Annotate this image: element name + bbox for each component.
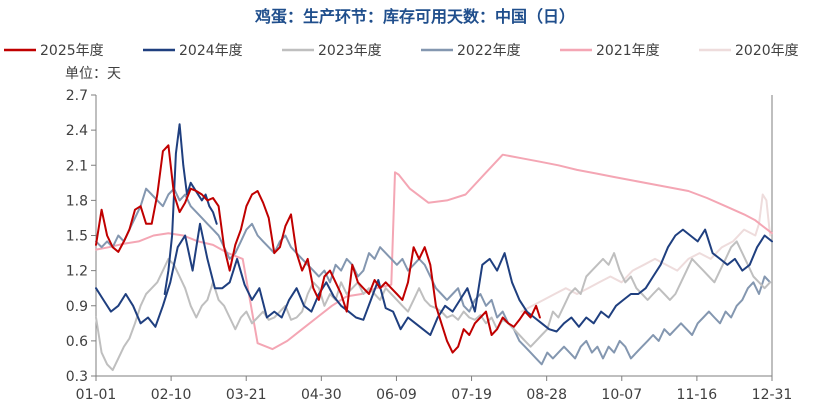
legend-label: 2022年度 <box>457 43 521 59</box>
x-tick-label: 06-09 <box>376 387 417 403</box>
x-tick-label: 02-10 <box>151 387 192 403</box>
y-tick-label: 0.3 <box>66 369 88 385</box>
x-tick-label: 12-31 <box>752 387 793 403</box>
y-tick-label: 2.4 <box>66 123 88 139</box>
y-tick-label: 0.9 <box>66 299 88 315</box>
legend-label: 2025年度 <box>40 43 104 59</box>
x-tick-label: 07-19 <box>451 387 492 403</box>
series-line-2025年度 <box>95 144 541 354</box>
series-line-2023年度 <box>95 240 772 372</box>
legend-label: 2023年度 <box>318 43 382 59</box>
legend-label: 2020年度 <box>735 43 799 59</box>
x-tick-label: 10-07 <box>601 387 642 403</box>
y-tick-label: 2.7 <box>66 88 88 104</box>
legend: 2025年度 2024年度 2023年度 2022年度 2021年度 2020年度 <box>4 43 799 59</box>
plot-area <box>95 123 773 372</box>
y-tick-label: 0.6 <box>66 334 88 350</box>
x-tick-label: 04-30 <box>301 387 342 403</box>
series-line-2021年度 <box>95 153 773 351</box>
y-tick-label: 1.5 <box>66 229 88 245</box>
legend-label: 2024年度 <box>179 43 243 59</box>
x-tick-label: 08-28 <box>526 387 567 403</box>
series-line-2024年度 <box>95 222 773 336</box>
axes: 0.3 0.6 0.9 1.2 1.5 1.8 2.1 2.4 2.7 01-01 02-10 03-… <box>66 88 793 403</box>
y-tick-label: 1.2 <box>66 264 88 280</box>
series-line-2022年度 <box>95 187 772 366</box>
series-line-2024年度-segment <box>163 123 218 295</box>
legend-label: 2021年度 <box>596 43 660 59</box>
x-tick-label: 03-21 <box>226 387 267 403</box>
unit-label: 单位：天 <box>65 66 121 82</box>
x-tick-label: 11-16 <box>677 387 718 403</box>
series-line-2020年度 <box>520 193 772 313</box>
y-tick-label: 1.8 <box>66 193 88 209</box>
y-tick-label: 2.1 <box>66 158 88 174</box>
x-tick-label: 01-01 <box>76 387 117 403</box>
chart-title: 鸡蛋：生产环节：库存可用天数：中国（日） <box>254 7 575 26</box>
